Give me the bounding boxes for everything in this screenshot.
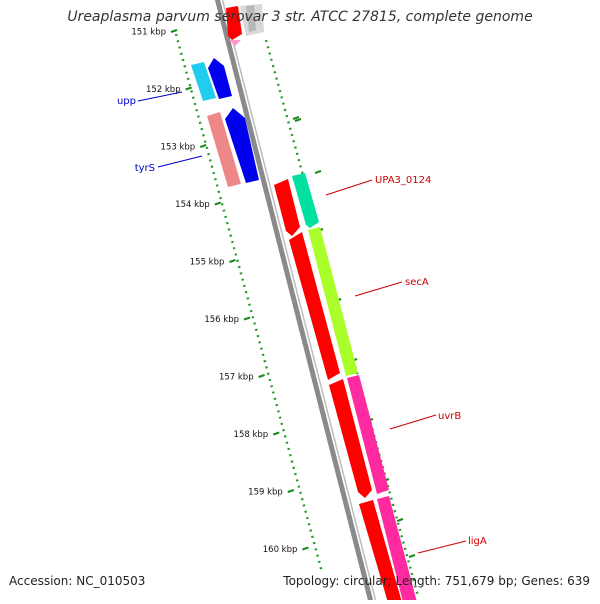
ruler-tick-label: 154 kbp	[175, 200, 210, 210]
ruler-tick	[287, 488, 295, 494]
ruler-tick	[272, 431, 280, 436]
ruler-tick	[302, 546, 309, 551]
gene-label-leader	[354, 281, 403, 297]
gene-label-leader	[137, 91, 183, 102]
ruler-tick	[243, 316, 251, 321]
track-stub	[396, 518, 404, 522]
gene-label: secA	[405, 277, 429, 288]
track-stub	[292, 116, 300, 120]
gene-label: UPA3_0124	[375, 175, 431, 186]
ruler-tick-label: 155 kbp	[190, 258, 225, 268]
ruler-tick	[258, 373, 265, 379]
track-stub	[314, 170, 322, 174]
gene-labels: upp tyrS UPA3_0124 secA uvrB ligA	[117, 91, 487, 554]
ruler-tick	[185, 86, 192, 91]
ruler-tick	[229, 258, 236, 264]
ruler-tick-label: 157 kbp	[219, 373, 254, 383]
kbp-ruler: 151 kbp 152 kbp 153 kbp 154 kbp 155 kbp 156 k…	[131, 28, 416, 558]
ruler-tick-label: 158 kbp	[234, 430, 269, 440]
gene-arrow-secA-red	[289, 232, 340, 380]
ruler-tick	[170, 28, 178, 34]
gene-arrow-uvrB-red	[329, 379, 372, 498]
gene-label: uvrB	[438, 411, 461, 422]
gene-label-leader	[389, 414, 437, 430]
ruler-tick-label: 160 kbp	[263, 545, 298, 555]
track-stub	[294, 118, 302, 122]
ruler-tick-label: 152 kbp	[146, 85, 181, 95]
gene-arrow-uvrB	[347, 375, 389, 494]
backbone-line	[214, 0, 375, 604]
ruler-tick	[214, 201, 222, 206]
gene-label: upp	[117, 96, 136, 107]
accession-text: Accession: NC_010503	[9, 574, 146, 588]
gene-label: ligA	[468, 536, 487, 547]
gene-label-leader	[157, 155, 203, 168]
gene-arrow-top-red	[226, 6, 242, 40]
ruler-tick-label: 151 kbp	[131, 28, 166, 38]
ruler-tick-label: 159 kbp	[248, 488, 283, 498]
track-stub	[408, 554, 416, 558]
gc-dot-tracks	[174, 33, 420, 597]
gene-arrow-ligA-red	[359, 500, 403, 604]
gene-arrow-tyrS-neighbor	[225, 108, 259, 183]
ruler-tick-label: 156 kbp	[204, 315, 239, 325]
gene-features	[191, 4, 418, 604]
gene-arrow-upp-neighbor	[208, 58, 232, 99]
gene-arrow-upp	[191, 62, 216, 101]
backbone-highlight	[221, 0, 378, 604]
genome-summary-text: Topology: circular; Length: 751,679 bp; …	[283, 574, 590, 588]
gene-label-leader	[325, 179, 373, 196]
gene-arrow-UPA3_0124-red	[274, 179, 300, 236]
gene-arrow-tyrS	[207, 112, 241, 187]
gene-arrow-secA	[308, 227, 358, 376]
gene-arrow-top-pink	[229, 40, 241, 46]
gene-label: tyrS	[135, 163, 155, 174]
gene-arrow-UPA3_0124	[292, 173, 319, 228]
gc-track-left	[174, 33, 324, 573]
ruler-tick	[199, 143, 207, 149]
ruler-tick-label: 153 kbp	[161, 143, 196, 153]
gene-arrow-top-grey-dark	[246, 5, 256, 32]
gene-arrow-ligA	[377, 496, 418, 604]
map-title: Ureaplasma parvum serovar 3 str. ATCC 27…	[67, 9, 533, 25]
gene-label-leader	[417, 540, 467, 554]
genome-backbone	[214, 0, 378, 604]
